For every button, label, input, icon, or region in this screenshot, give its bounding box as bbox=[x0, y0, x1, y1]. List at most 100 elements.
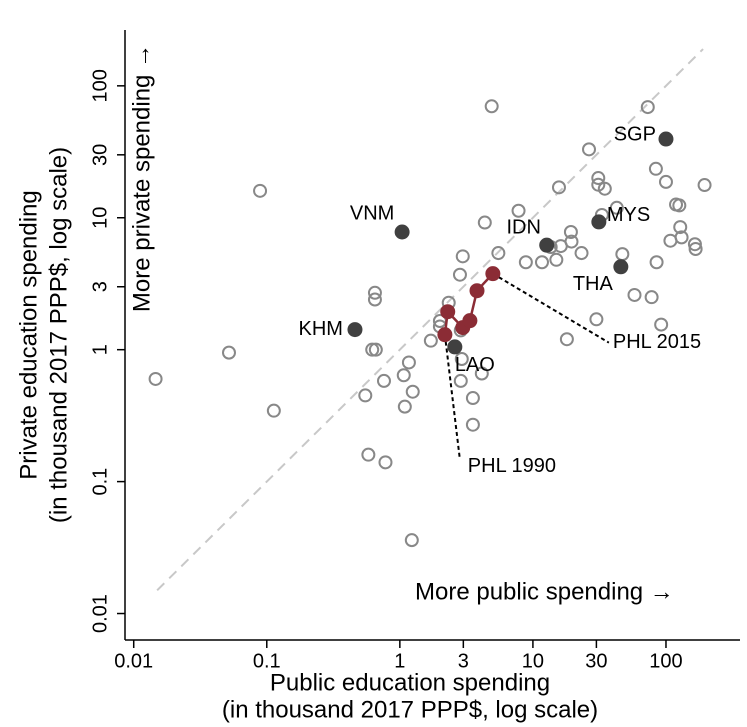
point bbox=[477, 215, 492, 230]
point bbox=[465, 391, 480, 406]
country-point bbox=[591, 214, 607, 230]
country-label: LAO bbox=[455, 354, 495, 376]
point bbox=[455, 249, 470, 264]
point bbox=[378, 455, 393, 470]
y-tick-label: 1 bbox=[89, 344, 111, 355]
point bbox=[365, 342, 380, 357]
point bbox=[582, 142, 597, 157]
point bbox=[266, 403, 281, 418]
x-axis-title: (in thousand 2017 PPP$, log scale) bbox=[222, 696, 598, 723]
country-label: MYS bbox=[607, 204, 650, 226]
point bbox=[591, 171, 606, 186]
point bbox=[559, 332, 574, 347]
point bbox=[368, 342, 383, 357]
y-axis-title: (in thousand 2017 PPP$, log scale) bbox=[45, 147, 72, 523]
country-label: IDN bbox=[506, 216, 540, 238]
country-label: VNM bbox=[350, 202, 394, 224]
point bbox=[654, 317, 669, 332]
point bbox=[361, 447, 376, 462]
point bbox=[648, 161, 663, 176]
point bbox=[697, 178, 712, 193]
point bbox=[644, 290, 659, 305]
point bbox=[649, 255, 664, 270]
point bbox=[491, 246, 506, 261]
country-point bbox=[658, 131, 674, 147]
point bbox=[474, 366, 489, 381]
point bbox=[534, 255, 549, 270]
country-label: THA bbox=[573, 273, 614, 295]
point bbox=[673, 220, 688, 235]
x-tick-label: 10 bbox=[522, 650, 544, 672]
point bbox=[658, 174, 673, 189]
phl-point bbox=[462, 313, 478, 329]
point bbox=[589, 312, 604, 327]
x-axis-title: Public education spending bbox=[270, 669, 550, 696]
x-tick-label: 100 bbox=[649, 650, 682, 672]
point bbox=[609, 200, 624, 215]
point bbox=[376, 373, 391, 388]
x-tick-label: 0.1 bbox=[253, 650, 281, 672]
point bbox=[253, 183, 268, 198]
x-tick-label: 3 bbox=[458, 650, 469, 672]
phl-point bbox=[440, 304, 456, 320]
y-arrow-text: More private spending → bbox=[128, 44, 155, 312]
point bbox=[687, 237, 702, 252]
point bbox=[404, 533, 419, 548]
point bbox=[672, 198, 687, 213]
country-point bbox=[447, 339, 463, 355]
point bbox=[454, 351, 469, 366]
point bbox=[551, 180, 566, 195]
point bbox=[674, 230, 689, 245]
point bbox=[358, 388, 373, 403]
phl-point bbox=[485, 266, 501, 282]
point bbox=[465, 417, 480, 432]
x-tick-label: 30 bbox=[585, 650, 607, 672]
x-tick-label: 0.01 bbox=[114, 650, 153, 672]
point bbox=[221, 345, 236, 360]
point bbox=[564, 234, 579, 249]
point bbox=[688, 241, 703, 256]
point bbox=[615, 247, 630, 262]
point bbox=[640, 100, 655, 115]
y-tick-label: 0.1 bbox=[89, 468, 111, 496]
point bbox=[574, 246, 589, 261]
phl-point bbox=[469, 283, 485, 299]
point bbox=[452, 267, 467, 282]
y-tick-label: 10 bbox=[89, 207, 111, 229]
point bbox=[663, 233, 678, 248]
country-point bbox=[394, 224, 410, 240]
country-point bbox=[613, 259, 629, 275]
country-label: SGP bbox=[614, 123, 656, 145]
point bbox=[367, 292, 382, 307]
point bbox=[423, 333, 438, 348]
y-axis-title: Private education spending bbox=[15, 190, 42, 480]
y-tick-label: 100 bbox=[89, 69, 111, 102]
country-label: KHM bbox=[299, 318, 343, 340]
point bbox=[597, 181, 612, 196]
point bbox=[367, 285, 382, 300]
point bbox=[511, 203, 526, 218]
point bbox=[563, 224, 578, 239]
point bbox=[405, 384, 420, 399]
point bbox=[518, 255, 533, 270]
y-tick-label: 3 bbox=[89, 281, 111, 292]
annotation: PHL 1990 bbox=[468, 455, 556, 477]
leader-line bbox=[492, 272, 610, 344]
point bbox=[396, 368, 411, 383]
point bbox=[549, 252, 564, 267]
y-tick-label: 30 bbox=[89, 144, 111, 166]
point bbox=[401, 355, 416, 370]
x-arrow-text: More public spending → bbox=[415, 578, 674, 605]
point bbox=[484, 99, 499, 114]
country-point bbox=[539, 237, 555, 253]
y-tick-label: 0.01 bbox=[89, 594, 111, 633]
annotation: PHL 2015 bbox=[613, 331, 701, 353]
point bbox=[453, 373, 468, 388]
x-tick-label: 1 bbox=[394, 650, 405, 672]
phl-point bbox=[437, 327, 453, 343]
point bbox=[148, 371, 163, 386]
point bbox=[627, 287, 642, 302]
country-point bbox=[347, 322, 363, 338]
diagonal-line bbox=[156, 48, 704, 592]
